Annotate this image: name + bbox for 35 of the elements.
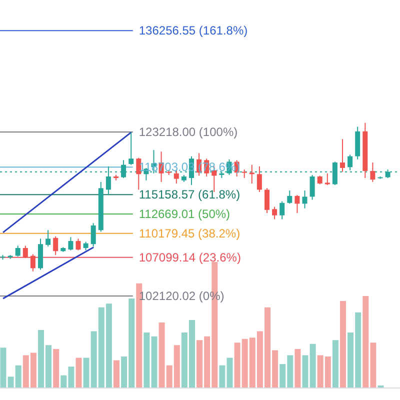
candlestick bbox=[280, 200, 285, 220]
candlestick bbox=[15, 245, 20, 258]
ref-line-label: 115158.57 (61.8%) bbox=[138, 188, 240, 202]
candlestick bbox=[76, 238, 81, 251]
candlestick bbox=[249, 164, 254, 184]
ref-line-label: 112669.01 (50%) bbox=[138, 207, 230, 222]
bar bbox=[302, 355, 308, 388]
bar bbox=[340, 301, 346, 388]
ref-line-label: 136256.55 (161.8%) bbox=[138, 24, 248, 38]
bar bbox=[332, 340, 338, 388]
candlestick bbox=[340, 138, 345, 172]
candlestick bbox=[324, 172, 330, 186]
candlestick bbox=[90, 222, 96, 247]
candlestick bbox=[272, 206, 278, 220]
candlestick bbox=[287, 190, 292, 204]
bar bbox=[0, 348, 6, 388]
bar bbox=[294, 348, 301, 388]
candlestick bbox=[46, 230, 51, 247]
ref-line-label: 123218.00 (100%) bbox=[138, 125, 238, 140]
candlestick bbox=[136, 157, 142, 190]
ref-line-label: 110179.45 (38.2%) bbox=[138, 226, 240, 240]
candlestick bbox=[68, 236, 74, 251]
candlestick bbox=[310, 174, 315, 200]
candlestick bbox=[53, 236, 58, 256]
candlestick bbox=[294, 194, 300, 214]
candlestick bbox=[256, 166, 262, 193]
bar bbox=[310, 344, 316, 388]
bar bbox=[76, 358, 82, 388]
ref-line-label: 107099.14 (23.6%) bbox=[138, 250, 241, 264]
candlestick bbox=[264, 188, 270, 214]
bar bbox=[53, 348, 60, 388]
candlestick bbox=[302, 190, 308, 209]
bar bbox=[113, 360, 120, 388]
candlestick bbox=[370, 162, 376, 182]
candlestick bbox=[128, 132, 134, 166]
